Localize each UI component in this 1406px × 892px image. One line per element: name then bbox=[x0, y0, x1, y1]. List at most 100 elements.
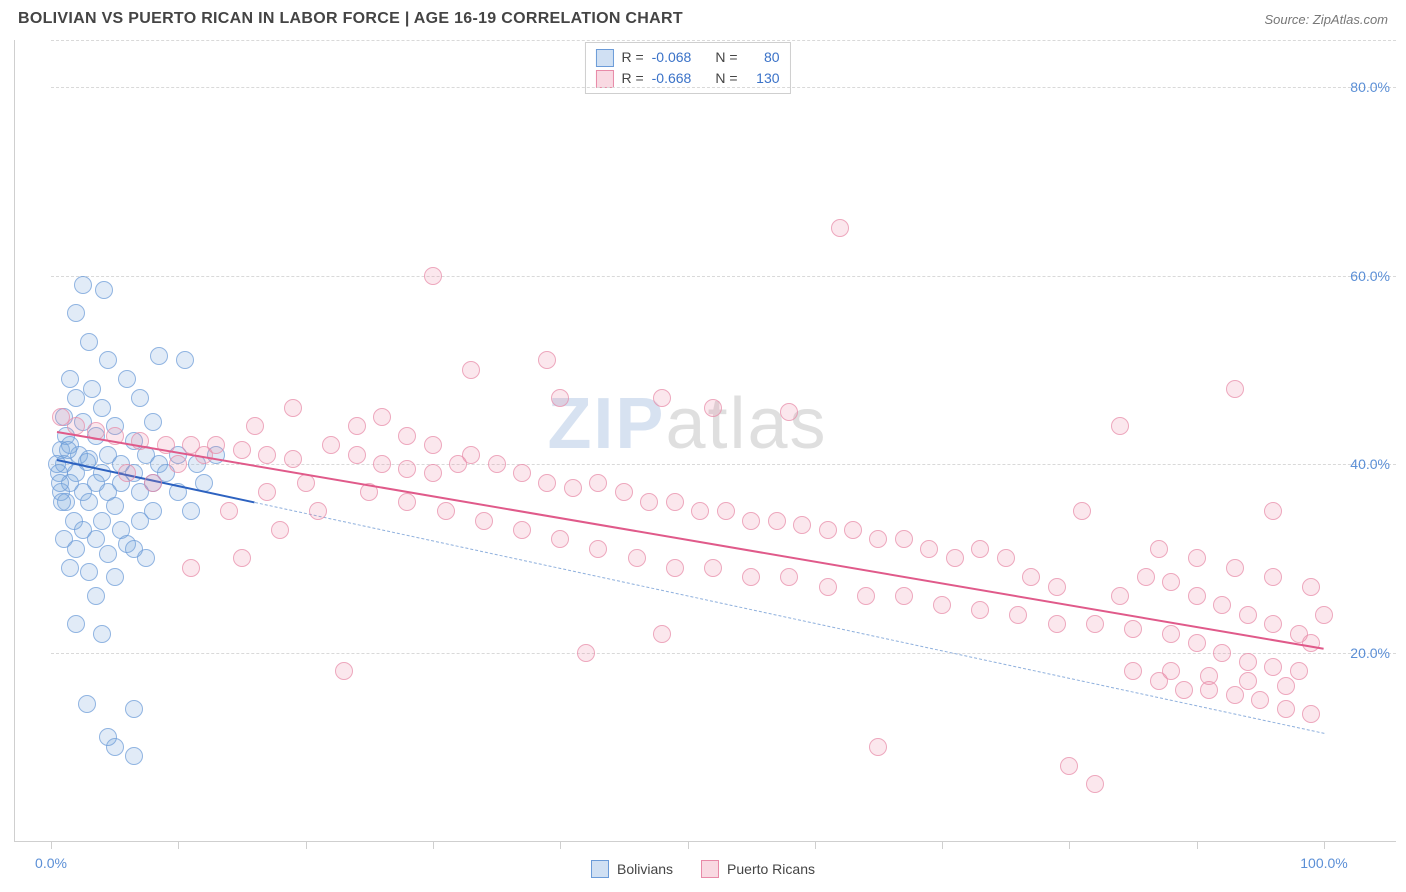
data-point bbox=[59, 441, 77, 459]
data-point bbox=[125, 700, 143, 718]
data-point bbox=[704, 399, 722, 417]
data-point bbox=[1188, 634, 1206, 652]
trend-line bbox=[255, 502, 1325, 734]
chart-title: BOLIVIAN VS PUERTO RICAN IN LABOR FORCE … bbox=[18, 10, 683, 28]
data-point bbox=[182, 502, 200, 520]
stat-r-value: -0.668 bbox=[652, 68, 692, 89]
data-point bbox=[93, 625, 111, 643]
watermark-part2: atlas bbox=[665, 384, 827, 464]
data-point bbox=[717, 502, 735, 520]
data-point bbox=[51, 474, 69, 492]
stat-n-value: 130 bbox=[746, 68, 780, 89]
data-point bbox=[475, 512, 493, 530]
data-point bbox=[93, 399, 111, 417]
data-point bbox=[398, 427, 416, 445]
data-point bbox=[80, 333, 98, 351]
data-point bbox=[513, 464, 531, 482]
data-point bbox=[106, 568, 124, 586]
y-axis-label: In Labor Force | Age 16-19 bbox=[0, 363, 1, 517]
gridline bbox=[51, 653, 1396, 654]
data-point bbox=[309, 502, 327, 520]
data-point bbox=[1022, 568, 1040, 586]
data-point bbox=[67, 304, 85, 322]
data-point bbox=[1264, 502, 1282, 520]
x-tick bbox=[306, 841, 307, 849]
data-point bbox=[742, 568, 760, 586]
data-point bbox=[1111, 587, 1129, 605]
gridline bbox=[51, 87, 1396, 88]
x-tick bbox=[51, 841, 52, 849]
data-point bbox=[971, 601, 989, 619]
data-point bbox=[1111, 417, 1129, 435]
data-point bbox=[1226, 559, 1244, 577]
data-point bbox=[348, 446, 366, 464]
y-tick-label: 20.0% bbox=[1350, 645, 1390, 661]
data-point bbox=[869, 530, 887, 548]
stat-n-label: N = bbox=[715, 47, 737, 68]
data-point bbox=[1290, 662, 1308, 680]
data-point bbox=[99, 351, 117, 369]
stat-legend-row: R =-0.068N =80 bbox=[595, 47, 779, 68]
data-point bbox=[271, 521, 289, 539]
data-point bbox=[373, 408, 391, 426]
data-point bbox=[857, 587, 875, 605]
data-point bbox=[589, 474, 607, 492]
data-point bbox=[1009, 606, 1027, 624]
data-point bbox=[780, 568, 798, 586]
source-credit: Source: ZipAtlas.com bbox=[1264, 12, 1388, 27]
data-point bbox=[666, 493, 684, 511]
data-point bbox=[258, 446, 276, 464]
data-point bbox=[768, 512, 786, 530]
data-point bbox=[1239, 672, 1257, 690]
series-legend: Bolivians Puerto Ricans bbox=[0, 860, 1406, 878]
data-point bbox=[1226, 380, 1244, 398]
data-point bbox=[1188, 549, 1206, 567]
data-point bbox=[67, 389, 85, 407]
data-point bbox=[1302, 634, 1320, 652]
data-point bbox=[513, 521, 531, 539]
data-point bbox=[1264, 658, 1282, 676]
legend-swatch bbox=[595, 49, 613, 67]
data-point bbox=[1239, 653, 1257, 671]
data-point bbox=[653, 625, 671, 643]
data-point bbox=[653, 389, 671, 407]
data-point bbox=[946, 549, 964, 567]
data-point bbox=[125, 540, 143, 558]
data-point bbox=[373, 455, 391, 473]
data-point bbox=[398, 493, 416, 511]
legend-swatch bbox=[701, 860, 719, 878]
data-point bbox=[348, 417, 366, 435]
data-point bbox=[666, 559, 684, 577]
legend-label: Puerto Ricans bbox=[727, 861, 815, 877]
data-point bbox=[1124, 620, 1142, 638]
stat-r-label: R = bbox=[621, 47, 643, 68]
data-point bbox=[67, 615, 85, 633]
data-point bbox=[742, 512, 760, 530]
data-point bbox=[1048, 615, 1066, 633]
data-point bbox=[1073, 502, 1091, 520]
x-tick bbox=[1197, 841, 1198, 849]
data-point bbox=[538, 474, 556, 492]
data-point bbox=[1226, 686, 1244, 704]
data-point bbox=[258, 483, 276, 501]
stat-legend-row: R =-0.668N =130 bbox=[595, 68, 779, 89]
data-point bbox=[538, 351, 556, 369]
gridline bbox=[51, 276, 1396, 277]
data-point bbox=[87, 587, 105, 605]
data-point bbox=[61, 370, 79, 388]
data-point bbox=[793, 516, 811, 534]
data-point bbox=[144, 413, 162, 431]
legend-item: Bolivians bbox=[591, 860, 673, 878]
data-point bbox=[284, 399, 302, 417]
x-tick bbox=[560, 841, 561, 849]
data-point bbox=[1086, 775, 1104, 793]
data-point bbox=[220, 502, 238, 520]
data-point bbox=[176, 351, 194, 369]
y-tick-label: 40.0% bbox=[1350, 456, 1390, 472]
x-tick bbox=[688, 841, 689, 849]
data-point bbox=[1251, 691, 1269, 709]
x-tick bbox=[815, 841, 816, 849]
data-point bbox=[1302, 578, 1320, 596]
legend-swatch bbox=[591, 860, 609, 878]
x-tick bbox=[1069, 841, 1070, 849]
